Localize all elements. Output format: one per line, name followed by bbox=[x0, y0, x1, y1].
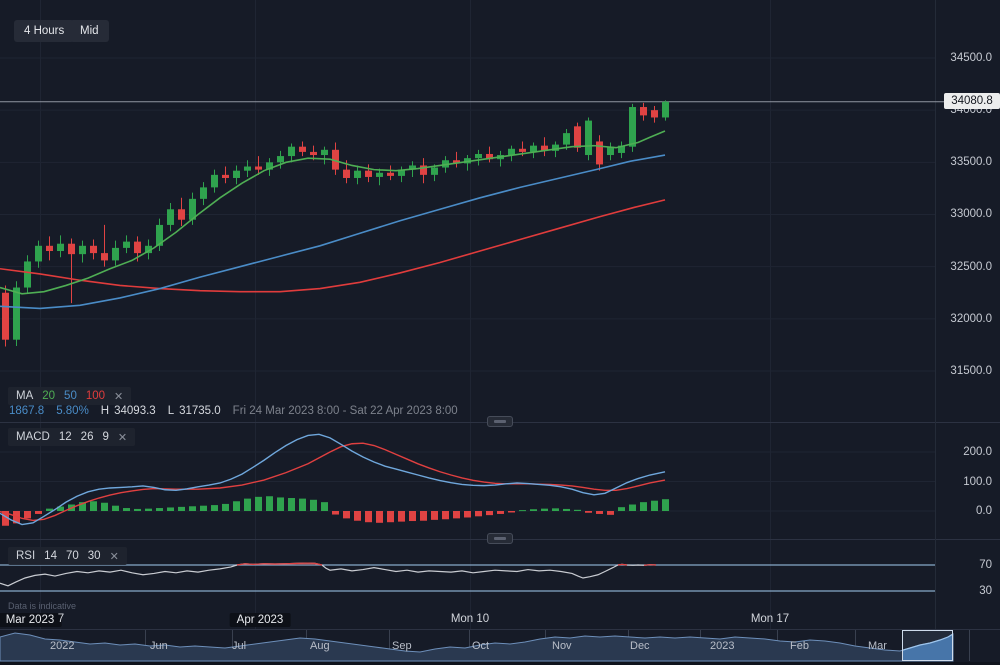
indicative-note: Data is indicative bbox=[8, 601, 77, 611]
high-value: 34093.3 bbox=[114, 405, 156, 417]
close-icon[interactable]: ✕ bbox=[109, 550, 119, 563]
ma50-line bbox=[0, 154, 666, 310]
navigator-month-label: 2023 bbox=[710, 640, 735, 652]
visible-date-range: Fri 24 Mar 2023 8:00 - Sat 22 Apr 2023 8… bbox=[232, 405, 458, 417]
navigator bbox=[0, 629, 1000, 665]
navigator-month-label: Aug bbox=[310, 640, 330, 652]
ma-period-100: 100 bbox=[85, 390, 106, 402]
high-label: H bbox=[100, 405, 110, 417]
ma20-line bbox=[0, 130, 666, 295]
rsi-legend[interactable]: RSI 14 70 30 ✕ bbox=[8, 547, 127, 565]
navigator-month-label: 2022 bbox=[50, 640, 75, 652]
rsi-resize-handle[interactable] bbox=[487, 533, 513, 544]
navigator-area bbox=[0, 632, 954, 662]
price-axis-label: 32000.0 bbox=[950, 312, 992, 325]
macd-main-line bbox=[0, 433, 666, 526]
price-change-value: 1867.8 bbox=[9, 405, 45, 417]
macd-resize-handle[interactable] bbox=[487, 416, 513, 427]
rsi-line bbox=[0, 562, 657, 587]
macd-signal-line bbox=[0, 442, 666, 522]
candlestick-series bbox=[2, 100, 669, 347]
moving-averages bbox=[0, 130, 666, 310]
macd-slow: 26 bbox=[80, 431, 94, 443]
range-high: H 34093.3 bbox=[101, 405, 156, 417]
navigator-month-label: Mar bbox=[868, 640, 887, 652]
price-axis-label: 32500.0 bbox=[950, 260, 992, 273]
close-icon[interactable]: ✕ bbox=[114, 390, 124, 403]
navigator-window[interactable] bbox=[902, 630, 953, 661]
macd-legend-name: MACD bbox=[16, 431, 50, 443]
macd-fast: 12 bbox=[58, 431, 72, 443]
price-axis-label: 33000.0 bbox=[950, 208, 992, 221]
navigator-month-label: Oct bbox=[472, 640, 490, 652]
low-label: L bbox=[167, 405, 175, 417]
date-axis-label: 7 bbox=[57, 613, 65, 625]
navigator-month-label: Nov bbox=[552, 640, 572, 652]
ma-period-20: 20 bbox=[42, 390, 56, 402]
ma-legend-name: MA bbox=[16, 390, 34, 402]
date-axis-label: Mar 2023 bbox=[0, 613, 62, 627]
rsi-axis-label: 70 bbox=[979, 559, 992, 571]
range-low: L 31735.0 bbox=[168, 405, 221, 417]
macd-axis-label: 200.0 bbox=[963, 446, 992, 458]
low-value: 31735.0 bbox=[179, 405, 221, 417]
date-axis-label: Mon 17 bbox=[750, 613, 790, 625]
ma-legend[interactable]: MA 20 50 100 ✕ bbox=[8, 387, 132, 405]
rsi-legend-name: RSI bbox=[16, 550, 36, 562]
navigator-month-label: Jul bbox=[232, 640, 247, 652]
macd-axis-label: 100.0 bbox=[963, 475, 992, 488]
last-price-badge: 34080.8 bbox=[944, 93, 1000, 109]
ma-stats-row: 1867.8 5.80% H 34093.3 L 31735.0 Fri 24 … bbox=[9, 405, 458, 417]
price-axis-label: 33500.0 bbox=[950, 156, 992, 169]
rsi-panel bbox=[0, 562, 935, 592]
navigator-month-label: Sep bbox=[392, 640, 412, 652]
navigator-month-label: Dec bbox=[630, 640, 650, 652]
price-axis-label: 34500.0 bbox=[950, 52, 992, 64]
macd-lines bbox=[0, 433, 666, 526]
price-change-percent: 5.80% bbox=[56, 405, 89, 417]
date-axis-label: Apr 2023 bbox=[229, 613, 291, 627]
rsi-length: 14 bbox=[44, 550, 57, 562]
rsi-overbought: 70 bbox=[65, 550, 79, 562]
macd-axis-label: 0.0 bbox=[976, 505, 992, 517]
price-mode-button[interactable]: Mid bbox=[70, 20, 109, 42]
ma100-line bbox=[0, 199, 666, 293]
close-icon[interactable]: ✕ bbox=[117, 431, 128, 444]
ma-period-50: 50 bbox=[64, 390, 77, 402]
date-axis-label: Mon 10 bbox=[450, 613, 490, 625]
rsi-axis-label: 30 bbox=[979, 585, 992, 597]
timeframe-button[interactable]: 4 Hours bbox=[14, 20, 75, 42]
macd-signal-period: 9 bbox=[102, 431, 109, 443]
navigator-month-label: Jun bbox=[150, 640, 168, 652]
macd-histogram bbox=[2, 496, 669, 526]
price-axis-label: 31500.0 bbox=[950, 364, 992, 377]
macd-legend[interactable]: MACD 12 26 9 ✕ bbox=[8, 428, 136, 446]
navigator-month-label: Feb bbox=[790, 640, 809, 652]
rsi-oversold: 30 bbox=[87, 550, 101, 562]
